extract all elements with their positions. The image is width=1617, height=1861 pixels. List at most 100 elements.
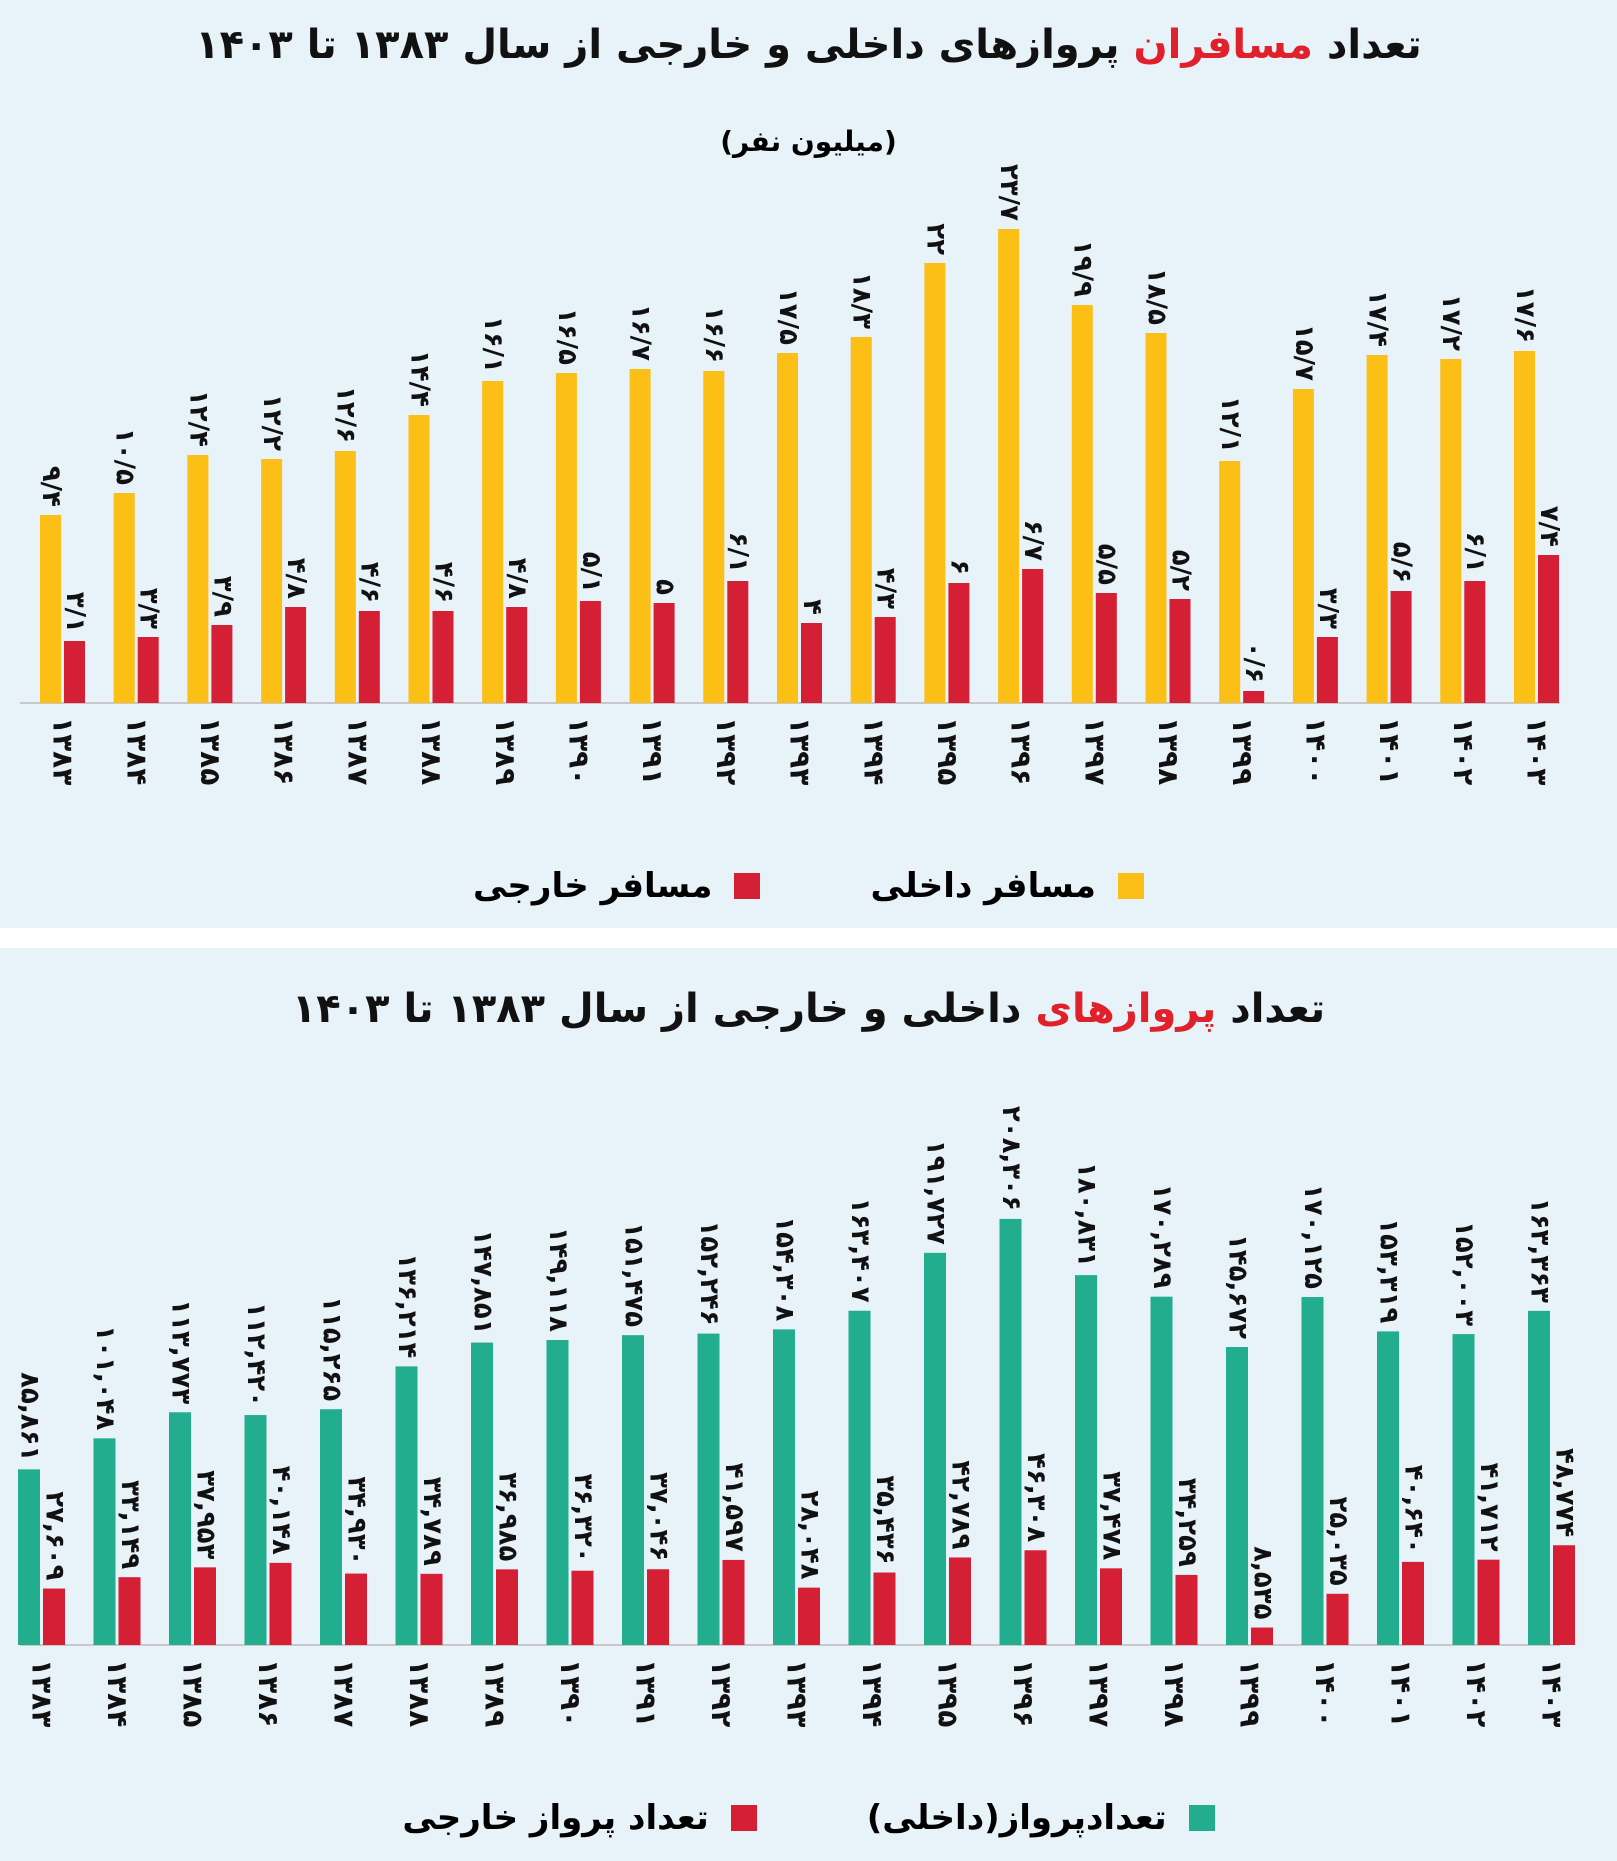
legend: تعدادپرواز(داخلی) تعداد پرواز خارجی bbox=[0, 1798, 1617, 1838]
x-tick-label: ۱۴۰۰ bbox=[1309, 1659, 1342, 1727]
x-tick-label: ۱۳۸۸ bbox=[415, 717, 448, 785]
data-label: ۱۶/۶ bbox=[699, 306, 729, 363]
title-highlight: مسافران bbox=[1133, 22, 1313, 68]
data-label: ۱۹۱,۷۲۷ bbox=[920, 1140, 950, 1245]
data-label: ۱۴۹,۱۱۸ bbox=[543, 1227, 573, 1332]
data-label: ۴۸,۷۷۴ bbox=[1549, 1448, 1579, 1537]
x-tick-label: ۱۳۹۳ bbox=[781, 1659, 814, 1727]
data-label: ۱۴۵,۶۷۲ bbox=[1222, 1234, 1252, 1339]
bar-foreign bbox=[1402, 1561, 1424, 1645]
bar-domestic bbox=[924, 1252, 946, 1645]
bar-foreign bbox=[1243, 691, 1265, 703]
x-tick-label: ۱۳۹۸ bbox=[1152, 717, 1185, 785]
bar-domestic bbox=[1440, 359, 1462, 703]
bar-domestic bbox=[1528, 1310, 1550, 1645]
bar-domestic bbox=[622, 1335, 644, 1645]
data-label: ۳۶,۳۲۰ bbox=[568, 1473, 598, 1562]
data-label: ۱۶/۵ bbox=[552, 308, 582, 365]
data-label: ۵ bbox=[650, 579, 680, 595]
bar-foreign bbox=[269, 1562, 292, 1645]
data-label: ۲۲ bbox=[920, 223, 950, 255]
data-label: ۱۵۱,۴۷۵ bbox=[618, 1222, 648, 1327]
bar-foreign bbox=[579, 601, 601, 703]
bar-domestic bbox=[1150, 1296, 1173, 1645]
data-label: ۱۷/۴ bbox=[1363, 290, 1393, 347]
data-label: ۱۱۲,۴۲۰ bbox=[241, 1302, 271, 1407]
x-tick-label: ۱۳۹۹ bbox=[1226, 717, 1259, 785]
data-label: ۱۱۵,۲۶۵ bbox=[316, 1296, 346, 1401]
data-label: ۱۲/۲ bbox=[257, 394, 287, 451]
data-label: ۴/۸ bbox=[281, 558, 311, 599]
bar-foreign bbox=[873, 1572, 896, 1645]
title-part: پروازهای داخلی و خارجی از سال ۱۳۸۳ تا ۱۴… bbox=[195, 22, 1120, 68]
x-tick-label: ۱۳۹۰ bbox=[554, 1659, 587, 1727]
bar-domestic bbox=[40, 515, 61, 703]
passengers-bar-chart: ۹/۴ ۳/۱ ۱۳۸۳ ۱۰/۵ ۳/۳ ۱۳۸۴ ۱۲/۴ ۳/۹ ۱۳۸۵ ۱۲/۲ ۴/۸ ۱… bbox=[20, 164, 1564, 785]
data-label: ۱۷۰,۱۲۵ bbox=[1298, 1184, 1328, 1289]
bar-domestic bbox=[1366, 355, 1388, 703]
data-label: ۲۸,۰۴۸ bbox=[794, 1490, 824, 1579]
data-label: ۴/۳ bbox=[871, 568, 901, 609]
x-tick-label: ۱۴۰۰ bbox=[1300, 717, 1333, 785]
title-part: تعداد bbox=[1230, 986, 1326, 1032]
bar-domestic bbox=[482, 381, 504, 703]
bar-foreign bbox=[43, 1588, 65, 1645]
data-label: ۱۱۳,۷۷۳ bbox=[165, 1299, 195, 1404]
x-tick-label: ۱۳۸۵ bbox=[177, 1659, 210, 1727]
bar-domestic bbox=[244, 1415, 267, 1645]
data-label: ۳۷,۰۴۶ bbox=[643, 1472, 673, 1561]
bar-domestic bbox=[850, 337, 872, 703]
bar-foreign bbox=[285, 607, 307, 703]
flights-bar-chart: ۸۵,۸۶۱ ۲۷,۶۰۹ ۱۳۸۳ ۱۰۱,۰۴۸ ۳۳,۱۴۹ ۱۳۸۴ ۱۱۳,۷۷۳… bbox=[14, 1106, 1579, 1728]
bar-foreign bbox=[211, 625, 233, 703]
x-tick-label: ۱۳۹۲ bbox=[705, 1659, 738, 1727]
data-label: ۱۰/۵ bbox=[110, 428, 140, 485]
bar-foreign bbox=[496, 1569, 518, 1645]
data-label: ۳۳,۱۴۹ bbox=[115, 1480, 145, 1569]
data-label: ۴۲,۷۸۹ bbox=[945, 1460, 975, 1549]
data-label: ۱۰۱,۰۴۸ bbox=[90, 1325, 120, 1430]
x-tick-label: ۱۳۹۷ bbox=[1083, 1659, 1116, 1727]
legend-swatch bbox=[1118, 873, 1144, 899]
bar-domestic bbox=[261, 459, 283, 703]
x-tick-label: ۱۴۰۳ bbox=[1521, 717, 1554, 785]
legend-swatch bbox=[734, 873, 761, 899]
bar-foreign bbox=[358, 611, 380, 703]
data-label: ۴/۶ bbox=[428, 562, 458, 603]
data-label: ۳۴,۷۸۹ bbox=[417, 1477, 447, 1566]
bar-foreign bbox=[647, 1569, 669, 1645]
data-label: ۲۵,۰۳۵ bbox=[1323, 1497, 1353, 1586]
bar-domestic bbox=[1145, 333, 1167, 703]
x-tick-label: ۱۳۹۶ bbox=[1007, 1659, 1040, 1727]
data-label: ۱۵۲,۰۰۳ bbox=[1449, 1221, 1479, 1326]
bar-domestic bbox=[777, 353, 798, 703]
bar-domestic bbox=[697, 1333, 720, 1645]
bar-domestic bbox=[93, 1438, 116, 1645]
x-tick-label: ۱۳۹۴ bbox=[857, 717, 890, 785]
bar-domestic bbox=[1301, 1297, 1324, 1645]
data-label: ۳۷,۴۷۸ bbox=[1096, 1471, 1126, 1560]
data-label: ۳۴,۲۵۹ bbox=[1172, 1478, 1202, 1567]
bar-domestic bbox=[1226, 1347, 1248, 1645]
data-label: ۳/۹ bbox=[207, 576, 237, 617]
bar-foreign bbox=[1095, 593, 1117, 703]
bar-domestic bbox=[546, 1339, 569, 1645]
data-label: ۱۵۴,۳۰۸ bbox=[769, 1216, 799, 1321]
bar-foreign bbox=[1100, 1568, 1122, 1645]
title-highlight: پروازهای bbox=[1035, 986, 1217, 1032]
data-label: ۲۳/۷ bbox=[994, 164, 1024, 221]
x-tick-label: ۱۳۸۴ bbox=[101, 1659, 134, 1727]
data-label: ۱۴/۴ bbox=[404, 350, 434, 407]
data-label: ۳۶,۹۸۵ bbox=[492, 1472, 522, 1561]
legend-swatch bbox=[1188, 1805, 1215, 1831]
data-label: ۱۸/۵ bbox=[1141, 268, 1171, 325]
x-tick-label: ۱۳۹۷ bbox=[1078, 717, 1111, 785]
bar-domestic bbox=[187, 455, 209, 703]
data-label: ۵/۶ bbox=[1387, 542, 1417, 583]
legend-item-foreign: مسافر خارجی bbox=[473, 866, 761, 906]
legend-label: تعداد پرواز خارجی bbox=[402, 1798, 709, 1838]
legend-item-domestic: مسافر داخلی bbox=[870, 866, 1144, 906]
data-label: ۶ bbox=[944, 559, 974, 575]
passengers-chart-panel: تعداد مسافران پروازهای داخلی و خارجی از … bbox=[0, 0, 1617, 928]
bar-foreign bbox=[1553, 1545, 1575, 1645]
